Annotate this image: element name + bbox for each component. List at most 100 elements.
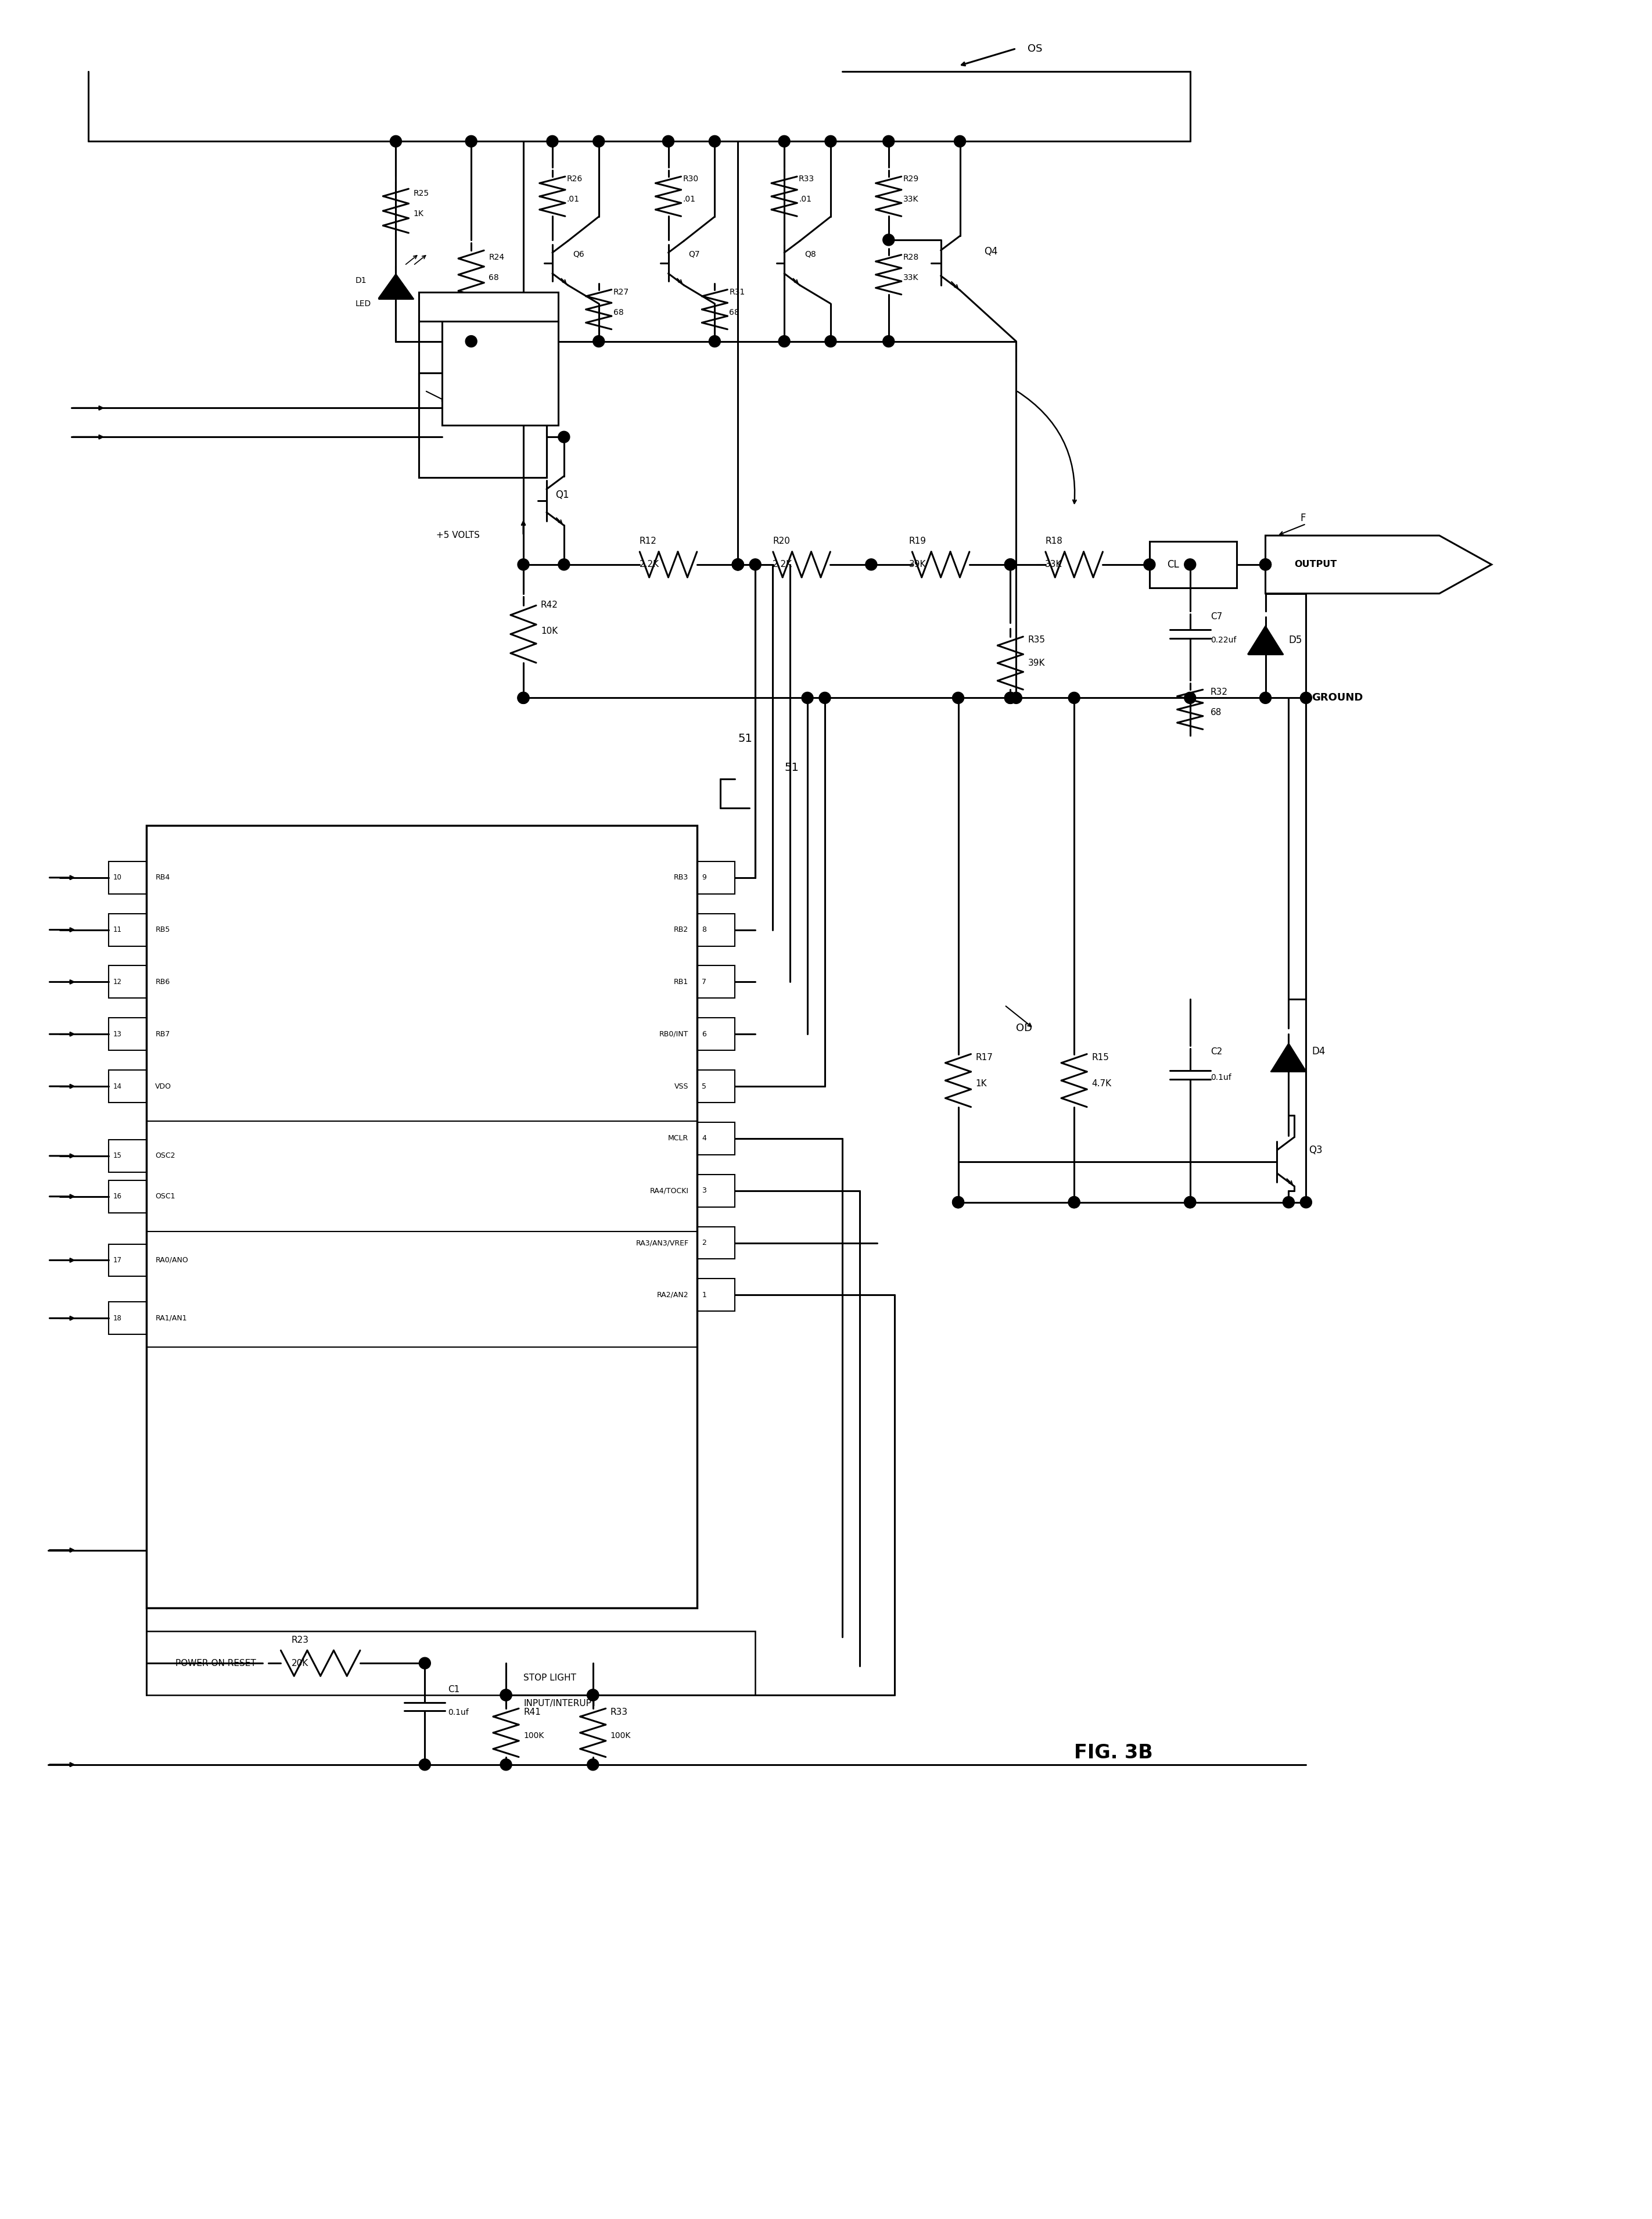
Circle shape [547,135,558,146]
Circle shape [1284,1196,1295,1207]
Polygon shape [378,275,413,297]
Circle shape [517,692,529,703]
Bar [443,322,558,426]
Circle shape [1069,692,1080,703]
Circle shape [953,1196,965,1207]
Text: R20: R20 [773,537,790,546]
Text: 12: 12 [112,979,122,985]
Circle shape [1300,692,1312,703]
Bar [109,1019,147,1050]
Text: OSC2: OSC2 [155,1152,175,1161]
Bar [697,1070,735,1103]
Bar [1150,541,1236,588]
Text: R42: R42 [540,601,558,610]
Text: RB2: RB2 [674,925,689,934]
Text: 39K: 39K [1028,659,1044,668]
Bar [109,965,147,999]
Text: Q6: Q6 [573,251,585,257]
Text: D4: D4 [1312,1047,1325,1056]
Text: 100K: 100K [524,1731,544,1740]
Text: Q2: Q2 [471,359,486,371]
Text: RA0/ANO: RA0/ANO [155,1256,188,1265]
Text: RA1/AN1: RA1/AN1 [155,1314,187,1323]
Text: 68: 68 [613,308,623,317]
Bar [109,861,147,894]
Bar [697,861,735,894]
Bar [697,914,735,945]
Bar [697,1174,735,1207]
Text: R24: R24 [489,253,504,262]
Text: 39K: 39K [909,559,927,568]
Circle shape [501,1689,512,1700]
Text: 2.2K: 2.2K [639,559,659,568]
Bar [697,965,735,999]
Text: RB4: RB4 [155,874,170,881]
Circle shape [558,559,570,570]
Text: POWER ON RESET: POWER ON RESET [175,1660,256,1666]
Circle shape [1011,692,1023,703]
Circle shape [390,135,401,146]
Circle shape [1143,559,1155,570]
Circle shape [819,692,831,703]
Text: F: F [1300,513,1305,524]
Text: OSC1: OSC1 [155,1192,175,1200]
Text: .01: .01 [567,195,580,204]
Text: RB0/INT: RB0/INT [659,1030,689,1038]
Text: D1: D1 [355,277,367,284]
Text: 15: 15 [112,1152,122,1161]
Text: Q2: Q2 [448,415,463,424]
Text: CL: CL [1166,559,1180,570]
Text: 1K: 1K [976,1078,986,1087]
Text: R17: R17 [976,1054,993,1061]
Circle shape [778,335,790,346]
Text: 68: 68 [489,273,499,282]
Bar [697,1019,735,1050]
Circle shape [501,1689,512,1700]
Text: R27: R27 [613,288,629,295]
Circle shape [732,559,743,570]
Circle shape [586,1689,598,1700]
Circle shape [593,335,605,346]
Text: 1: 1 [702,1291,707,1298]
Text: 33K: 33K [904,273,919,282]
Text: 37: 37 [1318,544,1328,553]
Text: R41: R41 [524,1709,540,1718]
Text: 1K: 1K [413,211,423,217]
Text: 68: 68 [1211,708,1221,717]
Circle shape [882,233,894,246]
Text: 33K: 33K [904,195,919,204]
Text: LED: LED [355,300,372,308]
Text: Q1: Q1 [555,490,568,499]
Text: 68: 68 [729,308,740,317]
Text: 17: 17 [112,1256,122,1265]
Circle shape [882,335,894,346]
Text: Q2: Q2 [448,340,463,348]
Circle shape [517,692,529,703]
Bar [109,1181,147,1214]
Bar [697,1123,735,1154]
Text: RB7: RB7 [155,1030,170,1038]
Bar [420,315,547,373]
Circle shape [517,559,529,570]
Circle shape [466,135,477,146]
Text: .01: .01 [800,195,811,204]
Text: 0.1uf: 0.1uf [448,1709,469,1718]
Text: 10K: 10K [540,626,558,635]
Text: C2: C2 [1211,1047,1222,1056]
Text: 8: 8 [702,925,707,934]
Circle shape [824,135,836,146]
Text: OD: OD [1016,1023,1032,1034]
Circle shape [750,559,762,570]
Text: R32: R32 [1211,688,1227,697]
Text: 18: 18 [112,1314,122,1323]
Text: C1: C1 [448,1684,459,1693]
Text: RA2/AN2: RA2/AN2 [657,1291,689,1298]
Circle shape [1184,559,1196,570]
Bar [420,293,558,322]
Text: 4: 4 [702,1134,707,1143]
Text: 11: 11 [112,925,122,934]
Text: R18: R18 [1046,537,1062,546]
Circle shape [732,559,743,570]
Bar [109,1303,147,1334]
Text: 2.2K: 2.2K [773,559,793,568]
